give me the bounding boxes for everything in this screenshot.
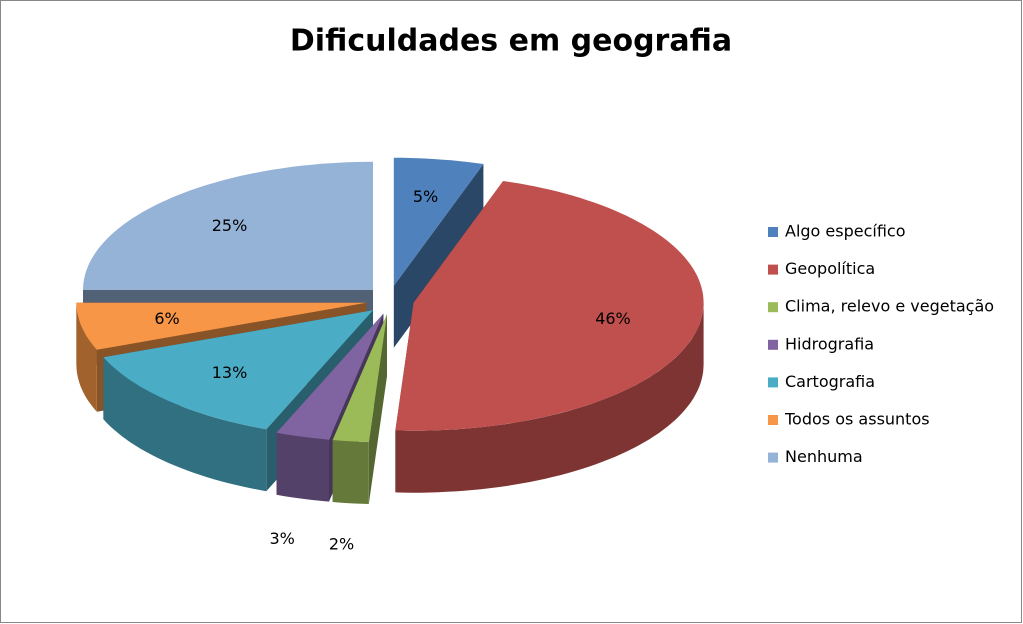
slice-top bbox=[395, 181, 704, 431]
legend-label: Geopolítica bbox=[785, 259, 875, 278]
legend-label: Hidrografia bbox=[785, 334, 874, 353]
slice-top bbox=[332, 314, 387, 442]
data-label: 2% bbox=[329, 535, 354, 554]
slice-wall bbox=[276, 432, 329, 502]
legend-swatch bbox=[768, 452, 778, 463]
data-label: 25% bbox=[212, 216, 248, 235]
data-label: 6% bbox=[154, 309, 179, 328]
legend-swatch bbox=[768, 377, 778, 388]
slice-top bbox=[103, 310, 374, 430]
legend-label: Cartografia bbox=[785, 372, 875, 391]
legend-swatch bbox=[768, 302, 778, 313]
chart-title: Dificuldades em geografia bbox=[290, 24, 732, 59]
slice-wall bbox=[332, 440, 369, 504]
legend-label: Nenhuma bbox=[785, 447, 863, 466]
data-label: 46% bbox=[595, 309, 631, 328]
slice-top bbox=[393, 157, 484, 286]
data-label: 5% bbox=[413, 187, 438, 206]
slice-top bbox=[76, 302, 367, 350]
slice bbox=[332, 314, 387, 504]
legend-label: Algo específico bbox=[785, 222, 906, 241]
data-label: 13% bbox=[212, 363, 248, 382]
slice-top bbox=[83, 161, 373, 290]
slice-top bbox=[276, 313, 384, 440]
slice-wall bbox=[103, 357, 267, 492]
slice-wall bbox=[76, 302, 97, 412]
legend-label: Clima, relevo e vegetação bbox=[785, 297, 994, 316]
legend-label: Todos os assuntos bbox=[784, 410, 930, 429]
legend-swatch bbox=[768, 415, 778, 425]
legend-swatch bbox=[768, 227, 778, 237]
legend-swatch bbox=[768, 264, 778, 275]
legend-swatch bbox=[768, 339, 778, 350]
slice bbox=[395, 181, 704, 493]
data-label: 3% bbox=[269, 529, 294, 548]
slice-wall bbox=[395, 302, 704, 493]
